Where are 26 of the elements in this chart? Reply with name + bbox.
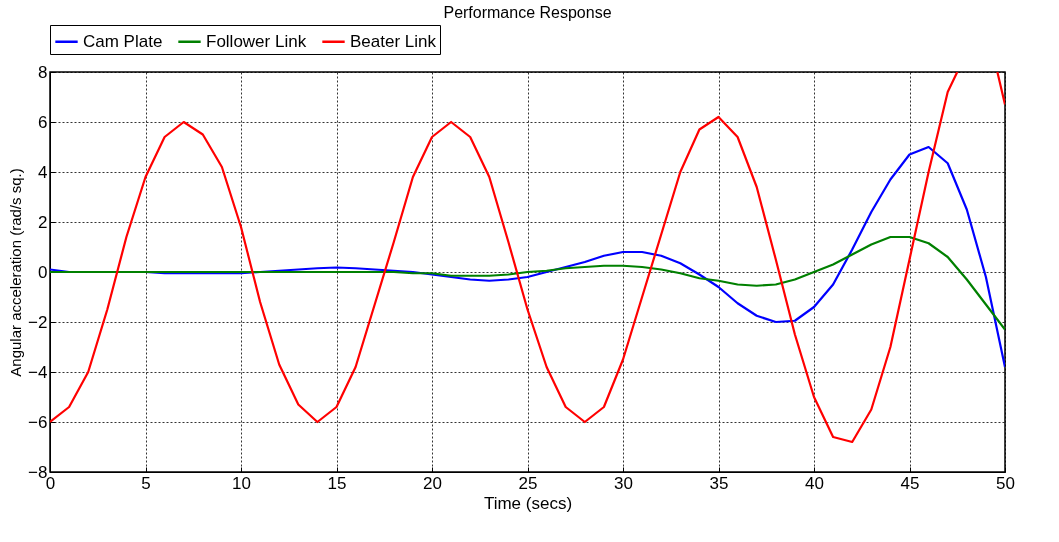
legend-label: Follower Link bbox=[206, 31, 307, 51]
y-tick-label: 6 bbox=[38, 112, 48, 132]
y-tick-label: −6 bbox=[28, 412, 48, 432]
y-tick-label: −2 bbox=[28, 312, 48, 332]
x-tick-label: 30 bbox=[614, 473, 633, 493]
y-tick-label: −4 bbox=[28, 362, 48, 382]
x-tick-label: 20 bbox=[423, 473, 442, 493]
x-tick-label: 40 bbox=[805, 473, 824, 493]
x-tick-label: 50 bbox=[996, 473, 1015, 493]
x-tick-label: 35 bbox=[709, 473, 729, 493]
y-tick-label: 4 bbox=[38, 162, 48, 182]
line-series bbox=[50, 235, 1005, 331]
x-tick-label: 10 bbox=[232, 473, 251, 493]
y-tick-label: 8 bbox=[38, 62, 48, 82]
x-tick-label: 45 bbox=[900, 473, 920, 493]
chart-title: Performance Response bbox=[443, 3, 612, 21]
legend-label: Beater Link bbox=[350, 31, 437, 51]
line-series bbox=[50, 145, 1005, 369]
y-tick-label: 2 bbox=[38, 212, 48, 232]
x-tick-label: 5 bbox=[141, 473, 151, 493]
x-tick-label: 25 bbox=[518, 473, 538, 493]
x-axis-title: Time (secs) bbox=[483, 493, 573, 513]
y-axis-title: Angular acceleration (rad/s sq.) bbox=[7, 168, 25, 377]
y-tick-label: 0 bbox=[38, 262, 48, 282]
x-tick-label: 15 bbox=[327, 473, 347, 493]
legend-label: Cam Plate bbox=[83, 31, 163, 51]
